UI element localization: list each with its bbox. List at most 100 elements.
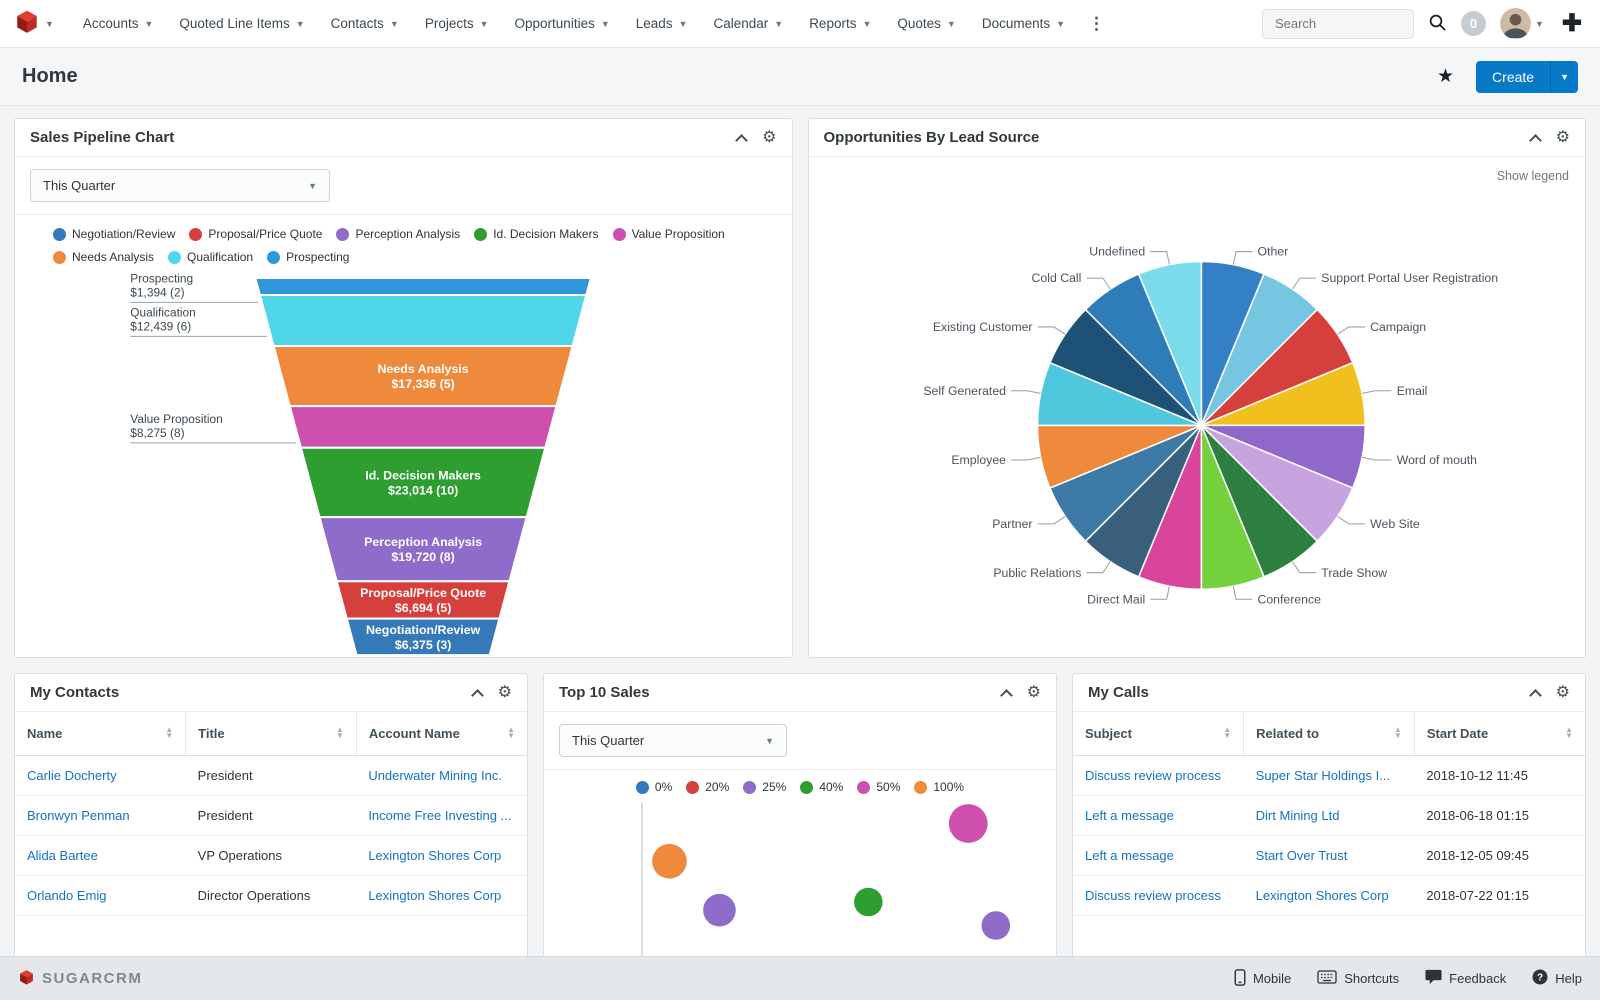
column-header[interactable]: Account Name [368,725,460,741]
gear-icon[interactable]: ⚙ [1555,128,1570,146]
column-header[interactable]: Start Date [1426,725,1489,741]
collapse-icon[interactable] [470,688,484,702]
app-logo[interactable]: ▼ [14,9,54,38]
call-related-link[interactable]: Super Star Holdings I... [1255,767,1391,783]
top10-legend: 0% 20% 25% 40% [544,770,1056,798]
account-name-link[interactable]: Lexington Shores Corp [368,847,502,863]
create-button-label[interactable]: Create [1476,60,1551,93]
call-subject-link[interactable]: Discuss review process [1085,767,1221,783]
legend-item[interactable]: Prospecting [267,250,349,264]
contact-title-cell: President [185,795,357,836]
call-related-link[interactable]: Dirt Mining Ltd [1255,807,1340,823]
mobile-phone-icon [1234,968,1246,989]
sort-icon[interactable]: ▲ ▼ [335,725,344,741]
show-legend-toggle[interactable]: Show legend [1496,169,1569,183]
contact-name-link[interactable]: Orlando Emig [27,887,107,903]
nav-menu-item[interactable]: Reports ▼ [796,0,884,48]
legend-label: 20% [705,780,730,794]
nav-menu-item[interactable]: Leads ▼ [623,0,701,48]
legend-item[interactable]: 25% [743,780,786,794]
legend-label: Proposal/Price Quote [208,227,323,241]
legend-item[interactable]: Needs Analysis [53,250,154,264]
legend-item[interactable]: 50% [857,780,900,794]
footer-link-shortcuts[interactable]: Shortcuts [1317,970,1399,987]
nav-menu-item[interactable]: Accounts ▼ [70,0,166,48]
nav-more-menu[interactable]: ⋮ [1088,13,1106,33]
account-name-link[interactable]: Underwater Mining Inc. [368,767,502,783]
search-icon[interactable] [1428,13,1447,35]
call-related-link[interactable]: Start Over Trust [1255,847,1348,863]
favorite-star-icon[interactable]: ★ [1437,66,1455,87]
create-dropdown-toggle[interactable]: ▼ [1550,60,1578,93]
collapse-icon[interactable] [1528,133,1542,147]
nav-menu-item[interactable]: Documents ▼ [969,0,1078,48]
footer-brand[interactable]: SUGARCRM [18,969,142,989]
column-header[interactable]: Name [27,725,63,741]
sort-icon[interactable]: ▲ ▼ [1393,725,1402,741]
legend-item[interactable]: Id. Decision Makers [474,227,599,241]
chevron-down-icon: ▼ [765,735,774,746]
gear-icon[interactable]: ⚙ [762,128,777,146]
chevron-down-icon: ▼ [45,18,54,29]
collapse-icon[interactable] [1528,688,1542,702]
nav-menu-item[interactable]: Projects ▼ [412,0,502,48]
legend-item[interactable]: 20% [686,780,729,794]
top10-bubble-chart[interactable] [544,798,1056,962]
call-subject-link[interactable]: Left a message [1085,847,1174,863]
contact-name-link[interactable]: Carlie Docherty [27,767,117,783]
call-subject-link[interactable]: Left a message [1085,807,1174,823]
column-header[interactable]: Related to [1256,725,1319,741]
nav-menu-item[interactable]: Calendar ▼ [700,0,796,48]
contact-name-link[interactable]: Bronwyn Penman [27,807,130,823]
legend-item[interactable]: Qualification [168,250,253,264]
legend-item[interactable]: 40% [800,780,843,794]
gear-icon[interactable]: ⚙ [1026,683,1041,701]
account-name-link[interactable]: Income Free Investing ... [368,807,512,823]
svg-text:Cold Call: Cold Call [1031,271,1081,285]
column-header[interactable]: Subject [1085,725,1132,741]
column-header[interactable]: Title [198,725,225,741]
gear-icon[interactable]: ⚙ [497,683,512,701]
nav-menu-item[interactable]: Opportunities ▼ [502,0,623,48]
svg-text:Negotiation/Review$6,375 (3): Negotiation/Review $6,375 (3) [366,623,481,652]
nav-menu-item[interactable]: Quotes ▼ [884,0,968,48]
legend-item[interactable]: 100% [914,780,964,794]
footer-link-help[interactable]: ? Help [1532,969,1582,988]
footer-link-label: Feedback [1449,971,1507,986]
legend-item[interactable]: Proposal/Price Quote [189,227,322,241]
collapse-icon[interactable] [735,133,749,147]
sort-icon[interactable]: ▲ ▼ [165,725,174,741]
pipeline-funnel-chart[interactable]: Prospecting $1,394 (2) Qualification $12,43… [31,272,776,658]
svg-text:Support Portal User Registrati: Support Portal User Registration [1321,271,1498,285]
quick-create-button[interactable]: ✚ [1561,9,1582,37]
dashlet-title: My Contacts [30,684,120,701]
gear-icon[interactable]: ⚙ [1555,683,1570,701]
create-button[interactable]: Create ▼ [1476,60,1578,93]
nav-menu-item[interactable]: Quoted Line Items ▼ [166,0,317,48]
nav-menu-item[interactable]: Contacts ▼ [318,0,412,48]
legend-item[interactable]: 0% [635,780,672,794]
account-name-link[interactable]: Lexington Shores Corp [368,887,502,903]
top10-filter-select[interactable]: This Quarter ▼ [559,724,787,757]
notification-badge[interactable]: 0 [1460,11,1486,36]
user-menu[interactable]: ▼ [1499,8,1544,39]
call-related-link[interactable]: Lexington Shores Corp [1255,887,1389,903]
svg-text:Undefined: Undefined [1089,245,1145,259]
collapse-icon[interactable] [999,688,1013,702]
legend-item[interactable]: Value Proposition [612,227,725,241]
legend-item[interactable]: Perception Analysis [336,227,460,241]
contacts-table: Name ▲ ▼ Title ▲ ▼ Account Name ▲ ▼ Carlie Doc… [15,712,527,916]
sort-icon[interactable]: ▲ ▼ [1223,725,1232,741]
contact-name-link[interactable]: Alida Bartee [27,847,98,863]
footer-link-feedback[interactable]: Feedback [1425,969,1506,988]
legend-item[interactable]: Negotiation/Review [53,227,175,241]
footer-link-mobile[interactable]: Mobile [1234,968,1291,989]
pipeline-filter-select[interactable]: This Quarter ▼ [30,169,330,202]
lead-source-pie-chart[interactable]: Other Support Portal User Registration Cam… [809,157,1586,649]
sort-icon[interactable]: ▲ ▼ [507,725,515,741]
svg-text:Id. Decision Makers$23,014 (10: Id. Decision Makers $23,014 (10) [365,468,481,497]
call-subject-link[interactable]: Discuss review process [1085,887,1221,903]
chevron-down-icon: ▼ [389,18,399,29]
search-input[interactable] [1261,8,1414,39]
sort-icon[interactable]: ▲ ▼ [1565,725,1573,741]
